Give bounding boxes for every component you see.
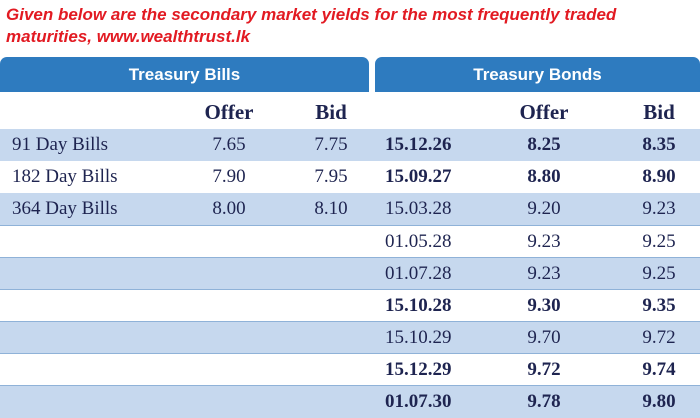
bond-maturity-date: 01.07.28 <box>385 263 452 284</box>
bill-bid: 8.10 <box>314 198 348 219</box>
table-row: 182 Day Bills 7.90 7.95 15.09.27 8.80 8.90 <box>0 161 700 193</box>
bonds-bid-header: Bid <box>643 100 675 124</box>
bill-bid: 7.75 <box>314 134 348 155</box>
bond-offer: 8.25 <box>527 134 561 155</box>
table-row: 15.12.29 9.72 9.74 <box>0 353 700 386</box>
bond-bid: 8.90 <box>642 166 676 187</box>
bills-offer-header: Offer <box>204 100 254 124</box>
bond-maturity-date: 15.12.29 <box>385 359 452 380</box>
bond-bid: 9.25 <box>642 263 676 284</box>
treasury-bills-header: Treasury Bills <box>0 57 369 92</box>
bond-maturity-date: 15.03.28 <box>385 198 452 219</box>
bond-maturity-date: 01.07.30 <box>385 391 452 412</box>
bond-offer: 8.80 <box>527 166 561 187</box>
table-row: 15.10.29 9.70 9.72 <box>0 321 700 354</box>
bill-offer: 7.90 <box>212 166 246 187</box>
table-row: 364 Day Bills 8.00 8.10 15.03.28 9.20 9.23 <box>0 193 700 225</box>
bonds-offer-header: Offer <box>519 100 569 124</box>
yields-caption: Given below are the secondary market yie… <box>6 5 617 46</box>
header-divider <box>369 57 375 92</box>
table-row: 01.07.30 9.78 9.80 <box>0 385 700 418</box>
bond-bid: 9.25 <box>642 231 676 252</box>
bond-offer: 9.23 <box>527 263 561 284</box>
bond-offer: 9.78 <box>527 391 561 412</box>
bond-offer: 9.72 <box>527 359 561 380</box>
bill-name: 91 Day Bills <box>12 134 109 155</box>
bond-offer: 9.20 <box>527 198 561 219</box>
bill-name: 364 Day Bills <box>12 198 118 219</box>
column-header-row: Offer Bid Offer Bid <box>0 96 700 128</box>
bond-bid: 9.80 <box>642 391 676 412</box>
bond-bid: 9.35 <box>642 295 676 316</box>
bond-bid: 9.72 <box>642 327 676 348</box>
bill-bid: 7.95 <box>314 166 348 187</box>
treasury-bonds-header: Treasury Bonds <box>375 57 700 92</box>
bond-bid: 9.74 <box>642 359 676 380</box>
bond-bid: 8.35 <box>642 134 676 155</box>
bill-offer: 7.65 <box>212 134 246 155</box>
bond-maturity-date: 15.12.26 <box>385 134 452 155</box>
bond-bid: 9.23 <box>642 198 676 219</box>
bond-maturity-date: 01.05.28 <box>385 231 452 252</box>
table-row: 91 Day Bills 7.65 7.75 15.12.26 8.25 8.35 <box>0 129 700 161</box>
bills-bid-header: Bid <box>315 100 347 124</box>
bill-offer: 8.00 <box>212 198 246 219</box>
bond-maturity-date: 15.10.29 <box>385 327 452 348</box>
table-row: 01.07.28 9.23 9.25 <box>0 257 700 290</box>
bond-offer: 9.30 <box>527 295 561 316</box>
table-row: 15.10.28 9.30 9.35 <box>0 289 700 322</box>
bond-maturity-date: 15.10.28 <box>385 295 452 316</box>
bond-offer: 9.70 <box>527 327 561 348</box>
bond-maturity-date: 15.09.27 <box>385 166 452 187</box>
table-row: 01.05.28 9.23 9.25 <box>0 225 700 258</box>
bill-name: 182 Day Bills <box>12 166 118 187</box>
bond-offer: 9.23 <box>527 231 561 252</box>
